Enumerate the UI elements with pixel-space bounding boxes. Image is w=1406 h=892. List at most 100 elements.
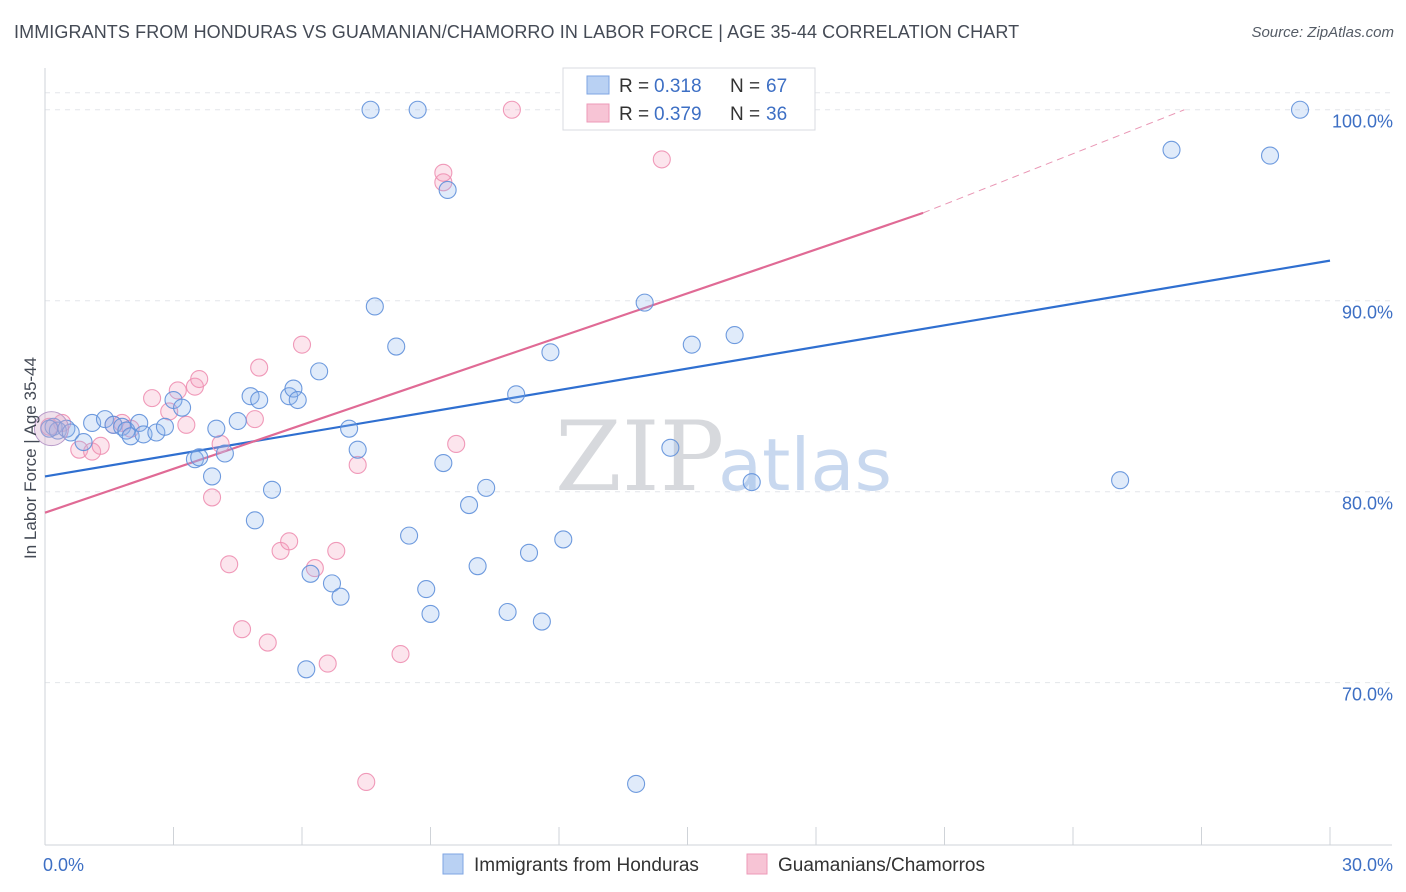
legend-r-label-1: R = <box>619 76 649 97</box>
honduras-point-53 <box>541 343 560 362</box>
data-points <box>33 100 1310 793</box>
guamanian-point-26 <box>327 541 346 560</box>
chart-source: Source: ZipAtlas.com <box>1251 24 1394 41</box>
legend-r-value-1: 0.318 <box>654 76 702 97</box>
bottom-legend-label-pink: Guamanians/Chamorros <box>778 855 985 876</box>
guamanian-point-14 <box>203 488 222 507</box>
honduras-point-57 <box>635 293 654 312</box>
honduras-point-22 <box>228 411 247 431</box>
guamanian-point-20 <box>258 633 277 652</box>
honduras-point-23 <box>241 387 260 406</box>
guamanian-point-29 <box>391 644 410 664</box>
guamanian-point-23 <box>292 335 312 354</box>
legend-r-value-2: 0.379 <box>654 104 702 125</box>
honduras-point-56 <box>627 774 646 793</box>
guamanian-point-8 <box>143 389 162 408</box>
honduras-point-51 <box>519 543 539 562</box>
honduras-point-35 <box>340 419 359 438</box>
legend-n-value-1: 67 <box>766 76 787 97</box>
honduras-point-33 <box>322 574 342 593</box>
guamanian-point-22 <box>280 532 299 551</box>
y-tick-label-1: 80.0% <box>1342 494 1393 514</box>
honduras-point-52 <box>532 612 551 631</box>
honduras-point-39 <box>387 337 406 356</box>
guamanian-point-25 <box>318 654 337 673</box>
trend-lines <box>44 109 1331 514</box>
honduras-point-58 <box>661 438 680 457</box>
bottom-legend: Immigrants from Honduras Guamanians/Cham… <box>442 853 985 876</box>
honduras-point-59 <box>682 335 701 354</box>
tick-labels: 70.0% 80.0% 90.0% 100.0% 0.0% 30.0% <box>43 112 1393 875</box>
honduras-point-66 <box>40 419 59 438</box>
guamanian-point-33 <box>502 100 521 119</box>
guamanian-point-10 <box>168 381 187 400</box>
honduras-point-49 <box>498 602 517 622</box>
guamanian-point-19 <box>250 358 269 377</box>
guamanian-point-32 <box>447 434 466 454</box>
guamanian-point-28 <box>357 772 376 792</box>
honduras-point-63 <box>1111 471 1130 490</box>
y-tick-label-2: 90.0% <box>1342 303 1393 323</box>
y-tick-label-0: 70.0% <box>1342 685 1393 705</box>
honduras-point-60 <box>725 326 744 345</box>
legend-swatch-blue <box>586 75 610 95</box>
legend-swatch-pink <box>586 103 610 123</box>
legend-n-label-1: N = <box>730 76 760 97</box>
guamanian-point-18 <box>245 410 264 429</box>
guamanian-point-16 <box>220 555 239 574</box>
honduras-point-46 <box>459 496 479 515</box>
legend-n-label-2: N = <box>730 104 760 125</box>
guamanian-point-34 <box>652 150 671 169</box>
honduras-point-14 <box>155 417 174 436</box>
honduras-point-24 <box>245 511 264 530</box>
gridlines <box>45 92 1392 684</box>
honduras-point-42 <box>417 580 436 599</box>
axes <box>44 68 1392 846</box>
honduras-point-40 <box>400 526 419 545</box>
trend-line-guamanian-extension <box>922 109 1185 214</box>
honduras-point-54 <box>554 530 573 549</box>
trend-line-guamanian <box>44 211 924 514</box>
honduras-point-28 <box>284 379 303 398</box>
watermark-atlas: atlas <box>718 423 892 507</box>
honduras-point-41 <box>408 100 427 119</box>
y-tick-label-3: 100.0% <box>1332 112 1393 132</box>
bottom-legend-swatch-pink <box>746 853 768 875</box>
honduras-point-11 <box>130 413 149 432</box>
honduras-point-34 <box>331 587 350 606</box>
honduras-point-30 <box>297 660 316 679</box>
guamanian-point-11 <box>177 415 196 434</box>
chart-title: IMMIGRANTS FROM HONDURAS VS GUAMANIAN/CH… <box>14 22 1020 42</box>
legend-n-value-2: 36 <box>766 104 787 125</box>
honduras-point-18 <box>190 448 209 467</box>
honduras-point-64 <box>1260 146 1280 165</box>
honduras-point-21 <box>215 444 234 463</box>
legend-r-label-2: R = <box>619 104 649 125</box>
guamanian-point-31 <box>434 163 453 182</box>
honduras-point-20 <box>207 419 226 438</box>
guamanian-point-27 <box>348 455 367 475</box>
honduras-point-47 <box>468 557 487 576</box>
x-tick-label-0: 0.0% <box>43 855 84 875</box>
honduras-point-19 <box>203 467 222 486</box>
honduras-point-50 <box>507 385 526 404</box>
honduras-point-31 <box>301 564 320 583</box>
bottom-legend-label-blue: Immigrants from Honduras <box>474 855 699 876</box>
honduras-point-62 <box>1162 140 1181 159</box>
honduras-point-36 <box>348 440 367 459</box>
honduras-point-38 <box>365 297 384 316</box>
y-axis-label: In Labor Force | Age 35-44 <box>21 357 40 559</box>
honduras-point-16 <box>173 398 192 417</box>
correlation-legend: R = 0.318 N = 67 R = 0.379 N = 36 <box>562 67 816 131</box>
honduras-point-25 <box>250 390 269 410</box>
honduras-point-48 <box>477 478 496 497</box>
x-tick-label-1: 30.0% <box>1342 855 1393 875</box>
honduras-point-29 <box>288 390 307 410</box>
honduras-point-32 <box>310 362 329 381</box>
guamanian-point-4 <box>91 436 110 455</box>
guamanian-point-17 <box>232 620 252 639</box>
cluster-point <box>33 411 69 447</box>
honduras-point-43 <box>421 604 440 623</box>
honduras-point-45 <box>438 180 457 200</box>
